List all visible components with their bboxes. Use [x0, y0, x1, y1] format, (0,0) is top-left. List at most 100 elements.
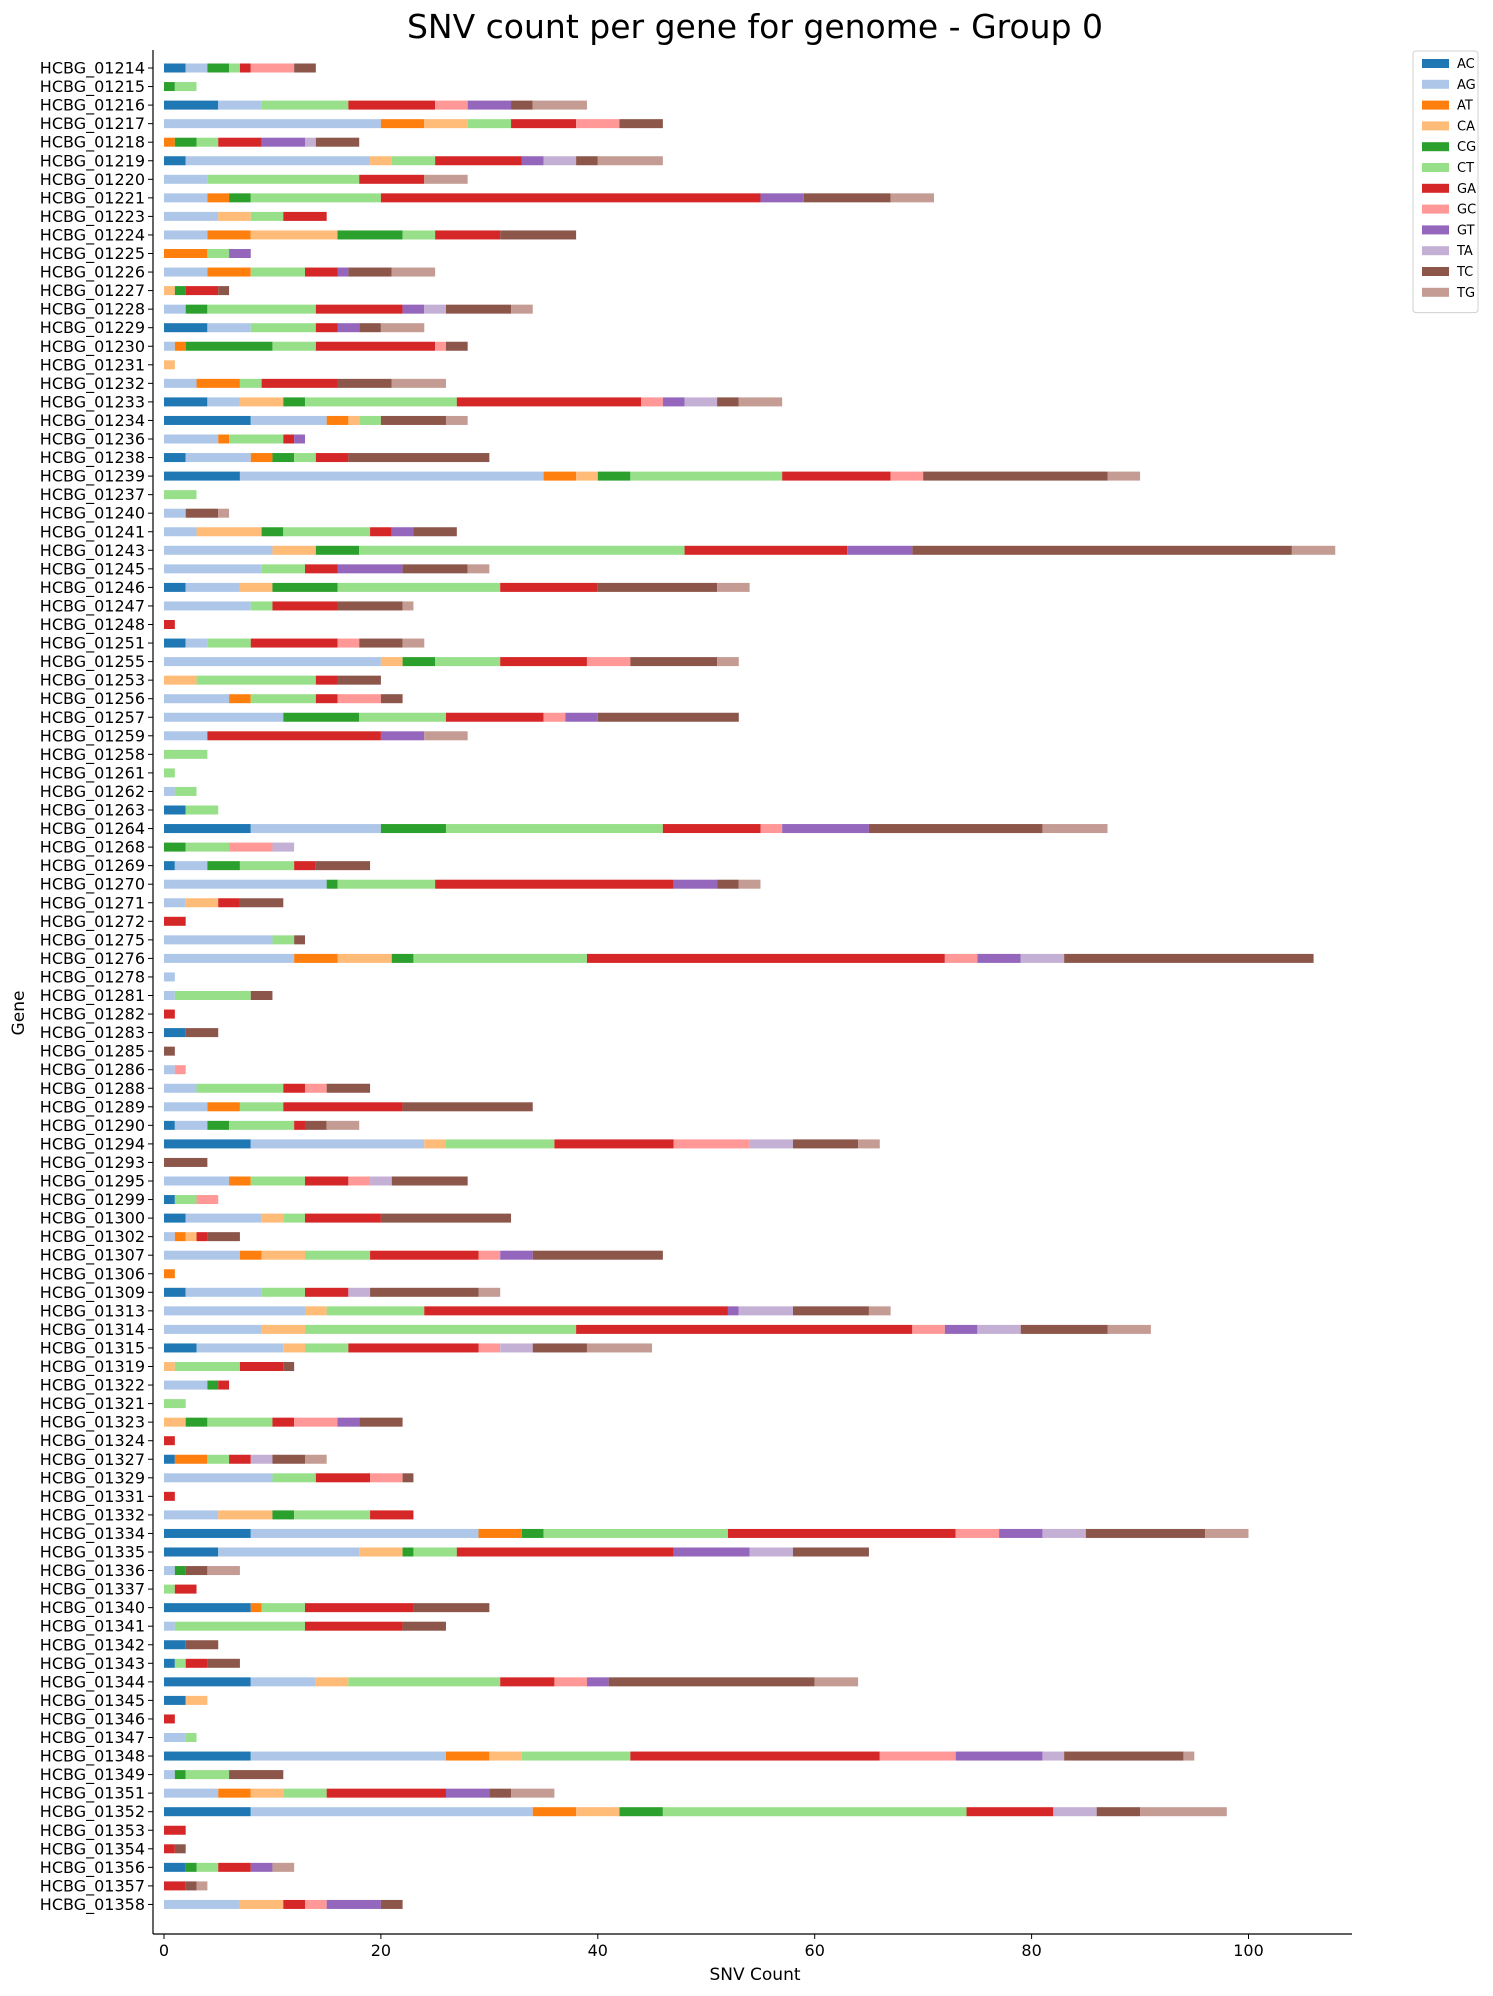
x-tick-label: 20	[371, 1941, 391, 1960]
bar-segment-HCBG_01323-CT	[207, 1417, 273, 1427]
bar-segment-HCBG_01219-AG	[185, 156, 371, 166]
bar-segment-HCBG_01236-GA	[283, 434, 295, 444]
legend-swatch-GC	[1422, 204, 1449, 214]
bar-segment-HCBG_01336-TC	[185, 1566, 208, 1576]
bar-segment-HCBG_01313-GT	[727, 1306, 739, 1316]
bar-segment-HCBG_01214-GC	[250, 63, 295, 73]
bar-segment-HCBG_01289-TC	[402, 1102, 533, 1112]
bar-segment-HCBG_01307-GA	[370, 1250, 479, 1260]
y-tick-label: HCBG_01353	[40, 1821, 145, 1841]
bar-segment-HCBG_01256-GC	[337, 694, 381, 704]
y-tick-label: HCBG_01253	[40, 671, 145, 691]
bar-segment-HCBG_01358-GA	[283, 1899, 305, 1909]
bar-segment-HCBG_01214-AG	[185, 63, 208, 73]
bar-segment-HCBG_01334-GC	[955, 1528, 1000, 1538]
bar-segment-HCBG_01342-AC	[164, 1640, 186, 1650]
y-tick-label: HCBG_01218	[40, 133, 145, 153]
bar-segment-HCBG_01228-TC	[445, 304, 512, 314]
bar-segment-HCBG_01239-AT	[543, 471, 577, 481]
bar-segment-HCBG_01351-CA	[250, 1788, 284, 1798]
bar-segment-HCBG_01227-TC	[218, 286, 230, 296]
bar-segment-HCBG_01218-TC	[315, 137, 360, 147]
bar-segment-HCBG_01243-GT	[847, 545, 913, 555]
y-tick-label: HCBG_01275	[40, 930, 145, 950]
bar-segment-HCBG_01348-GT	[955, 1751, 1043, 1761]
bar-segment-HCBG_01230-GA	[315, 341, 436, 351]
y-tick-label: HCBG_01342	[40, 1635, 145, 1655]
bar-segment-HCBG_01352-CT	[662, 1807, 967, 1817]
bar-segment-HCBG_01233-AC	[164, 397, 208, 407]
bar-segment-HCBG_01223-AG	[164, 211, 219, 221]
bar-segment-HCBG_01230-TC	[445, 341, 468, 351]
bar-segment-HCBG_01340-GA	[304, 1603, 414, 1613]
y-tick-label: HCBG_01258	[40, 745, 145, 765]
bar-segment-HCBG_01269-AG	[174, 861, 208, 871]
bar-segment-HCBG_01289-AG	[164, 1102, 208, 1112]
bar-segment-HCBG_01340-TC	[413, 1603, 490, 1613]
bar-segment-HCBG_01271-TC	[239, 898, 284, 908]
bar-segment-HCBG_01343-CT	[174, 1658, 186, 1668]
bar-segment-HCBG_01217-AT	[380, 119, 425, 129]
bar-segment-HCBG_01356-CT	[196, 1862, 219, 1872]
bar-segment-HCBG_01276-TC	[1064, 953, 1314, 963]
bar-segment-HCBG_01234-CA	[348, 415, 360, 425]
y-tick-label: HCBG_01348	[40, 1747, 145, 1767]
bar-segment-HCBG_01300-CA	[261, 1213, 284, 1223]
bar-segment-HCBG_01224-AG	[164, 230, 208, 240]
legend-label-CG: CG	[1457, 140, 1476, 155]
bar-segment-HCBG_01269-CT	[239, 861, 295, 871]
bar-segment-HCBG_01358-CA	[239, 1899, 284, 1909]
bar-segment-HCBG_01219-TG	[597, 156, 663, 166]
bar-segment-HCBG_01332-AG	[164, 1510, 219, 1520]
bar-segment-HCBG_01238-GA	[315, 453, 349, 463]
bar-segment-HCBG_01357-TG	[196, 1881, 208, 1891]
bar-segment-HCBG_01257-GT	[565, 712, 598, 722]
bar-segment-HCBG_01232-GA	[261, 378, 338, 388]
bar-segment-HCBG_01283-TC	[185, 1028, 219, 1038]
bar-segment-HCBG_01245-GT	[337, 564, 403, 574]
bar-segment-HCBG_01276-GA	[586, 953, 945, 963]
bar-segment-HCBG_01233-GA	[456, 397, 642, 407]
y-tick-label: HCBG_01259	[40, 726, 145, 746]
bar-segment-HCBG_01246-CA	[239, 582, 273, 592]
bar-segment-HCBG_01348-CT	[521, 1751, 631, 1761]
bar-segment-HCBG_01281-CT	[174, 991, 251, 1000]
bar-segment-HCBG_01327-AC	[164, 1454, 175, 1464]
bar-segment-HCBG_01290-CG	[207, 1120, 230, 1130]
bar-segment-HCBG_01238-AG	[185, 453, 251, 463]
bar-segment-HCBG_01218-TA	[304, 137, 316, 147]
legend-swatch-CG	[1422, 142, 1449, 152]
bar-segment-HCBG_01276-CA	[337, 953, 392, 963]
y-tick-label: HCBG_01241	[40, 522, 145, 542]
y-tick-label: HCBG_01262	[40, 782, 145, 802]
bar-segment-HCBG_01226-TG	[391, 267, 436, 277]
bar-segment-HCBG_01234-TG	[445, 415, 468, 425]
bar-segment-HCBG_01352-TA	[1053, 1807, 1097, 1817]
bar-segment-HCBG_01290-AG	[174, 1120, 208, 1130]
bar-segment-HCBG_01227-GA	[185, 286, 219, 296]
bar-segment-HCBG_01334-TG	[1205, 1528, 1249, 1538]
bar-segment-HCBG_01240-TC	[185, 508, 219, 518]
bar-segment-HCBG_01344-CT	[348, 1677, 501, 1687]
bar-segment-HCBG_01243-TG	[1291, 545, 1336, 555]
bar-segment-HCBG_01278-AG	[164, 972, 175, 982]
bar-segment-HCBG_01313-GA	[424, 1306, 728, 1316]
bar-segment-HCBG_01294-AC	[164, 1139, 251, 1149]
bar-segment-HCBG_01270-AG	[164, 879, 327, 889]
bar-segment-HCBG_01340-CT	[261, 1603, 305, 1613]
bar-segment-HCBG_01241-GA	[370, 527, 392, 537]
y-tick-label: HCBG_01313	[40, 1301, 145, 1321]
bar-segment-HCBG_01319-TC	[283, 1362, 295, 1371]
bar-segment-HCBG_01271-GA	[218, 898, 240, 908]
bar-segment-HCBG_01236-AG	[164, 434, 219, 444]
bar-segment-HCBG_01264-TC	[868, 824, 1043, 834]
bar-segment-HCBG_01240-TG	[218, 508, 230, 518]
y-tick-label: HCBG_01223	[40, 207, 145, 227]
bar-segment-HCBG_01345-AC	[164, 1695, 186, 1705]
bar-segment-HCBG_01256-AG	[164, 694, 230, 704]
bar-segment-HCBG_01315-TC	[532, 1343, 587, 1353]
bar-segment-HCBG_01228-GT	[402, 304, 425, 314]
bar-segment-HCBG_01243-GA	[684, 545, 848, 555]
y-tick-label: HCBG_01295	[40, 1172, 145, 1192]
bar-segment-HCBG_01270-CG	[326, 879, 338, 889]
